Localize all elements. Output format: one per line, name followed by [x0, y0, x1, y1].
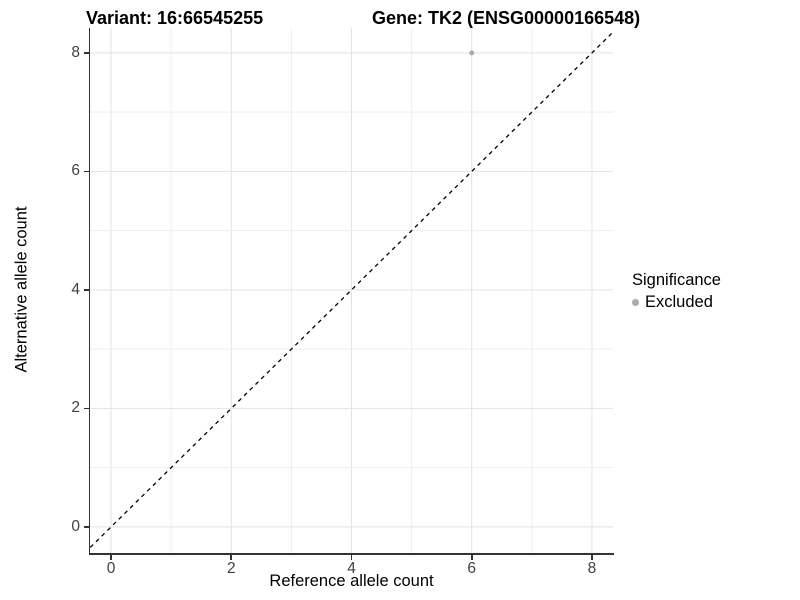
x-tick-mark	[350, 554, 353, 560]
scatter-plot-svg	[90, 28, 613, 553]
data-point	[469, 50, 475, 56]
legend: Significance Excluded	[632, 271, 721, 312]
legend-point-icon	[632, 299, 639, 306]
x-tick-label: 6	[467, 560, 477, 577]
y-tick-label: 6	[71, 162, 80, 180]
y-axis-title: Alternative allele count	[12, 206, 31, 373]
y-tick-mark	[83, 407, 89, 410]
y-tick-label: 4	[71, 280, 80, 298]
y-axis-line	[88, 28, 91, 555]
plot-title-variant: Variant: 16:66545255	[86, 8, 264, 28]
y-tick-mark	[83, 526, 89, 528]
plot-title-gene: Gene: TK2 (ENSG00000166548)	[372, 8, 641, 28]
x-tick-label: 8	[587, 560, 597, 577]
legend-item-label: Excluded	[645, 293, 713, 311]
x-tick-mark	[470, 554, 473, 560]
x-tick-mark	[591, 554, 593, 560]
x-tick-label: 4	[347, 560, 356, 577]
y-tick-label: 0	[71, 517, 80, 535]
x-tick-mark	[110, 554, 112, 560]
y-tick-mark	[83, 289, 89, 291]
plot-panel	[90, 28, 613, 553]
y-tick-label: 2	[71, 399, 80, 417]
legend-title: Significance	[632, 271, 721, 289]
x-tick-label: 2	[226, 560, 236, 577]
y-tick-mark	[83, 170, 89, 173]
y-tick-label: 8	[71, 43, 80, 61]
x-axis-line	[88, 553, 615, 555]
x-tick-mark	[230, 554, 233, 560]
legend-item-excluded: Excluded	[632, 293, 721, 312]
x-tick-label: 0	[106, 560, 116, 577]
y-tick-mark	[83, 52, 89, 54]
x-axis-title: Reference allele count	[269, 572, 434, 590]
